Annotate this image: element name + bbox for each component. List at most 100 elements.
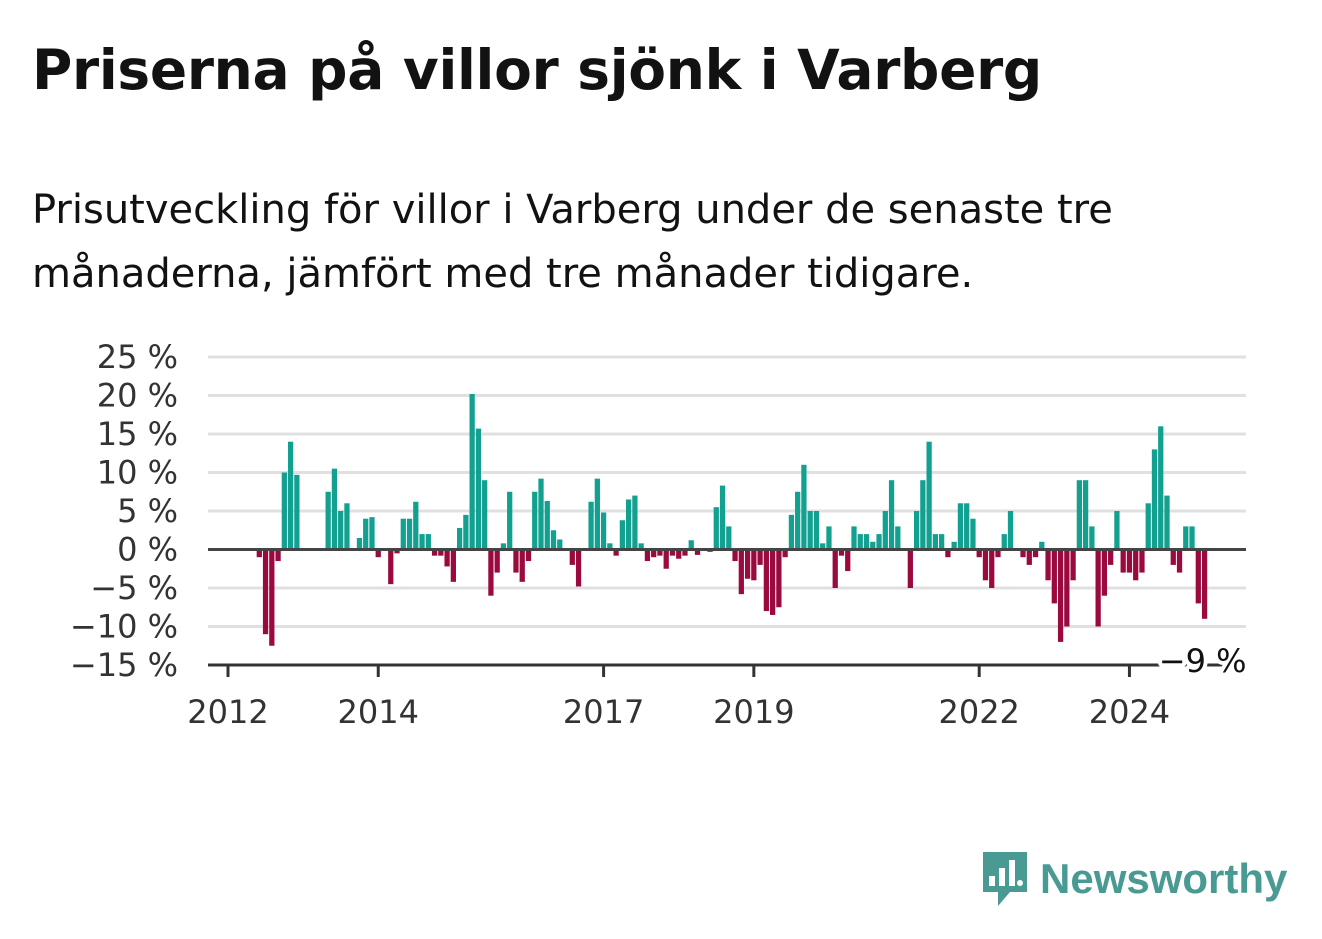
- x-tick-label: 2022: [938, 693, 1019, 731]
- bar: [1151, 449, 1158, 550]
- bar: [657, 549, 663, 556]
- bar: [813, 511, 820, 550]
- bar: [801, 464, 807, 550]
- bar: [431, 549, 438, 556]
- bar: [1089, 526, 1095, 550]
- bar: [626, 499, 632, 550]
- bar: [1095, 549, 1101, 627]
- bar: [782, 549, 788, 558]
- bar: [832, 549, 838, 588]
- bar: [388, 549, 394, 585]
- bar: [1045, 549, 1051, 581]
- bar: [262, 549, 269, 635]
- bar: [500, 543, 507, 550]
- bar: [920, 480, 926, 550]
- bar: [863, 534, 870, 550]
- bar: [463, 514, 469, 550]
- bar: [1007, 511, 1014, 550]
- bar: [525, 549, 532, 562]
- bar: [1183, 526, 1189, 550]
- bar: [294, 474, 300, 550]
- bar: [757, 549, 763, 565]
- bar: [926, 441, 932, 550]
- bar: [1176, 549, 1183, 573]
- bar: [469, 393, 475, 550]
- chart-title: Priserna på villor sjönk i Varberg: [32, 38, 1042, 102]
- bar: [907, 549, 913, 588]
- bar: [507, 491, 513, 550]
- bar: [569, 549, 575, 565]
- bar: [913, 511, 920, 550]
- bar: [1070, 549, 1076, 581]
- bar: [807, 511, 813, 550]
- bar: [494, 549, 500, 573]
- bar: [1101, 549, 1108, 596]
- bar: [557, 539, 563, 550]
- bar: [738, 549, 744, 595]
- bar: [632, 495, 638, 550]
- bar: [851, 526, 857, 550]
- bar: [857, 534, 863, 550]
- bar: [1120, 549, 1126, 573]
- bar: [744, 549, 751, 579]
- bar: [600, 512, 607, 550]
- x-tick-label: 2014: [338, 693, 419, 731]
- bar: [676, 549, 682, 559]
- bar: [989, 549, 995, 588]
- bar: [713, 507, 719, 550]
- end-value-label: −9 %: [1159, 642, 1247, 680]
- bar: [838, 549, 845, 556]
- bar: [651, 549, 657, 558]
- bar: [1145, 503, 1151, 550]
- bar: [456, 527, 463, 550]
- x-tick-label: 2012: [187, 693, 268, 731]
- bar: [769, 549, 776, 615]
- bar: [982, 549, 989, 581]
- bar: [957, 503, 964, 550]
- bar: [820, 543, 826, 550]
- bar: [895, 526, 901, 550]
- bar: [425, 534, 431, 550]
- bar: [550, 530, 557, 550]
- bar: [1082, 480, 1089, 550]
- bar: [344, 503, 350, 550]
- bar: [882, 511, 888, 550]
- bar: [932, 534, 939, 550]
- bar: [826, 526, 832, 550]
- bar: [356, 537, 363, 550]
- bar: [888, 480, 895, 550]
- bar: [945, 549, 951, 558]
- bar: [663, 549, 669, 569]
- y-tick-label: 5 %: [117, 492, 178, 530]
- bar: [256, 549, 262, 558]
- newsworthy-logo-icon: [983, 852, 1027, 906]
- y-tick-label: 0 %: [117, 531, 178, 569]
- bar: [450, 549, 456, 582]
- bar: [1076, 480, 1082, 550]
- bar: [406, 518, 413, 550]
- bar: [795, 491, 801, 550]
- bar: [400, 518, 406, 550]
- axes: [208, 548, 1246, 677]
- bar: [287, 441, 294, 550]
- bar: [876, 534, 882, 550]
- bar: [538, 478, 544, 550]
- bar: [682, 549, 688, 556]
- bar: [444, 549, 450, 567]
- bar: [1026, 549, 1032, 565]
- bar: [1126, 549, 1133, 573]
- bar: [438, 549, 444, 556]
- bar: [488, 549, 494, 596]
- bar: [964, 503, 970, 550]
- bar: [519, 549, 525, 582]
- bar: [363, 518, 369, 550]
- x-tick-label: 2017: [563, 693, 644, 731]
- y-tick-label: −15 %: [70, 646, 178, 684]
- bar: [788, 514, 795, 550]
- bar: [1064, 549, 1070, 627]
- bar: [338, 511, 344, 550]
- bar: [719, 485, 726, 550]
- bar: [613, 549, 619, 556]
- bar: [976, 549, 982, 558]
- bar: [751, 549, 757, 581]
